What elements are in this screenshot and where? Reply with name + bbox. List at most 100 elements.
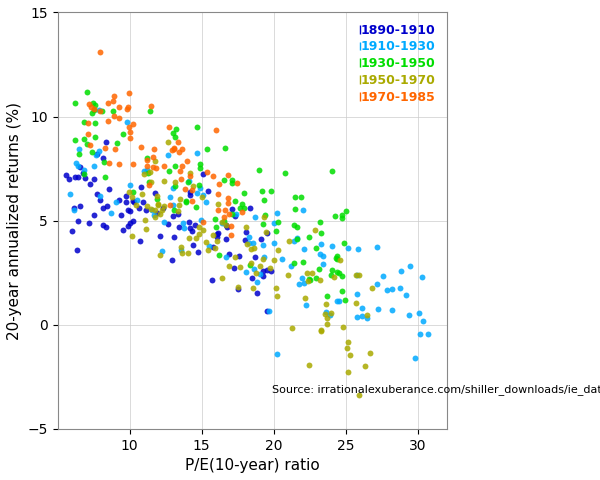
Point [272,292,282,300]
Point [280,169,290,177]
Point [150,206,160,214]
Point [227,210,237,218]
Point [249,244,259,252]
Point [343,244,352,252]
Point [119,226,128,234]
Point [255,262,265,270]
Point [184,179,193,186]
Point [173,210,183,218]
Point [410,354,420,362]
Point [387,306,397,313]
Point [112,198,121,206]
Point [76,202,85,209]
Point [179,219,188,227]
Point [76,163,85,170]
Point [85,180,95,188]
Point [136,143,145,151]
Point [95,147,104,155]
Point [287,324,297,332]
Point [112,139,121,147]
Point [352,299,361,307]
Point [221,235,231,242]
Point [95,48,105,56]
Point [305,276,314,284]
Point [91,102,100,109]
Point [314,265,323,273]
Point [145,181,154,189]
Point [160,218,169,226]
Point [203,247,213,254]
Point [259,197,269,204]
Point [170,133,180,141]
Point [185,169,195,177]
Point [98,221,108,228]
Point [379,272,388,280]
Point [227,176,236,184]
Point [85,100,94,108]
Point [71,99,80,107]
Point [237,200,247,208]
Point [331,254,340,262]
Point [208,276,217,284]
Point [83,88,92,96]
Point [230,198,239,205]
Point [224,251,233,258]
Point [124,123,134,131]
Point [131,201,141,209]
Point [231,210,241,218]
Point [205,242,214,250]
Point [167,146,177,154]
Point [187,197,197,205]
Point [269,240,279,247]
Point [125,181,134,189]
Point [101,224,111,231]
Point [198,226,208,234]
Point [110,145,120,153]
Point [164,167,173,175]
Point [165,193,175,201]
Point [354,391,364,398]
Point [184,234,194,241]
Point [214,180,224,188]
Point [211,216,220,223]
Point [259,255,268,263]
Point [213,190,223,198]
Point [227,222,236,229]
Point [170,206,179,214]
Point [290,193,299,201]
Point [170,178,180,186]
Point [124,89,134,96]
Point [342,344,352,352]
Point [157,206,167,214]
Point [343,338,353,346]
Point [191,203,201,211]
Point [85,141,95,149]
Point [95,192,105,200]
Point [70,204,79,212]
Point [177,162,187,169]
Point [352,290,362,298]
Point [244,234,254,241]
Point [329,273,338,281]
Point [103,117,113,125]
Point [194,230,203,238]
Point [260,211,270,219]
Point [219,217,229,225]
Point [299,245,309,253]
Point [159,177,169,185]
Point [223,194,233,202]
Point [338,324,347,331]
Point [124,222,133,229]
Point [101,138,110,145]
Point [362,312,371,319]
Point [318,260,328,267]
Point [217,218,226,226]
Point [272,209,282,216]
Point [91,151,101,159]
Point [139,167,149,175]
Point [167,256,177,264]
Point [222,223,232,230]
Point [176,175,186,182]
Point [146,205,156,213]
Point [230,212,240,220]
